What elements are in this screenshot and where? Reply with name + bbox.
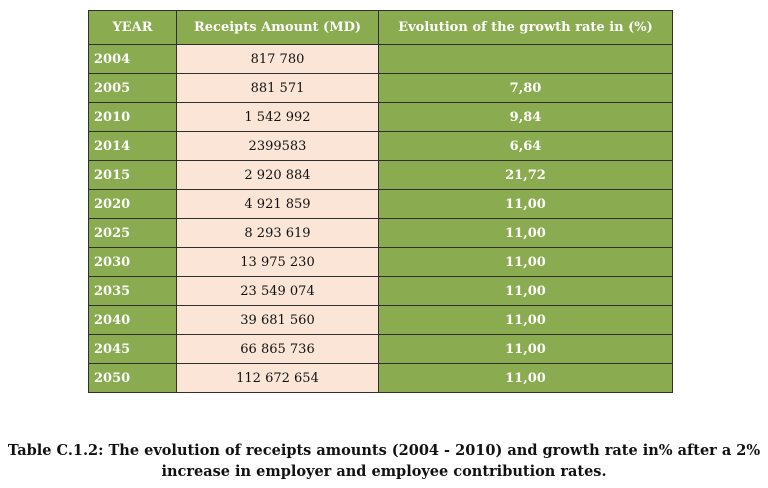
amount-cell: 2 920 884 [176,160,379,190]
rate-cell: 7,80 [378,73,673,103]
amount-cell: 1 542 992 [176,102,379,132]
rate-cell [378,44,673,74]
table-header-row: YEAR Receipts Amount (MD) Evolution of t… [88,10,673,45]
table-row: 2010 1 542 992 9,84 [88,102,673,132]
year-cell: 2015 [88,160,177,190]
year-cell: 2014 [88,131,177,161]
amount-cell: 2399583 [176,131,379,161]
table-row: 2040 39 681 560 11,00 [88,305,673,335]
table-row: 2035 23 549 074 11,00 [88,276,673,306]
table-row: 2004 817 780 [88,44,673,74]
year-cell: 2045 [88,334,177,364]
receipts-table: YEAR Receipts Amount (MD) Evolution of t… [88,10,673,393]
year-cell: 2035 [88,276,177,306]
table-body: 2004 817 780 2005 881 571 7,80 2010 1 542 992 9… [88,44,673,393]
amount-cell: 112 672 654 [176,363,379,393]
rate-cell: 21,72 [378,160,673,190]
rate-cell: 11,00 [378,247,673,277]
year-cell: 2004 [88,44,177,74]
year-cell: 2005 [88,73,177,103]
table-row: 2045 66 865 736 11,00 [88,334,673,364]
rate-cell: 11,00 [378,218,673,248]
table-caption: Table C.1.2: The evolution of receipts a… [0,440,768,482]
table-row: 2020 4 921 859 11,00 [88,189,673,219]
amount-cell: 23 549 074 [176,276,379,306]
rate-cell: 11,00 [378,305,673,335]
table-row: 2050 112 672 654 11,00 [88,363,673,393]
table-row: 2030 13 975 230 11,00 [88,247,673,277]
year-cell: 2050 [88,363,177,393]
table-row: 2025 8 293 619 11,00 [88,218,673,248]
year-cell: 2040 [88,305,177,335]
rate-cell: 11,00 [378,276,673,306]
amount-cell: 13 975 230 [176,247,379,277]
year-cell: 2025 [88,218,177,248]
amount-cell: 39 681 560 [176,305,379,335]
rate-cell: 9,84 [378,102,673,132]
caption-line-2: increase in employer and employee contri… [161,463,607,480]
header-growth-rate: Evolution of the growth rate in (%) [378,10,673,45]
amount-cell: 66 865 736 [176,334,379,364]
rate-cell: 11,00 [378,363,673,393]
table-row: 2015 2 920 884 21,72 [88,160,673,190]
amount-cell: 881 571 [176,73,379,103]
year-cell: 2010 [88,102,177,132]
rate-cell: 11,00 [378,334,673,364]
amount-cell: 817 780 [176,44,379,74]
amount-cell: 4 921 859 [176,189,379,219]
amount-cell: 8 293 619 [176,218,379,248]
rate-cell: 6,64 [378,131,673,161]
table-row: 2014 2399583 6,64 [88,131,673,161]
header-year: YEAR [88,10,177,45]
rate-cell: 11,00 [378,189,673,219]
year-cell: 2020 [88,189,177,219]
year-cell: 2030 [88,247,177,277]
header-receipts-amount: Receipts Amount (MD) [176,10,379,45]
table-row: 2005 881 571 7,80 [88,73,673,103]
caption-line-1: Table C.1.2: The evolution of receipts a… [7,442,761,459]
